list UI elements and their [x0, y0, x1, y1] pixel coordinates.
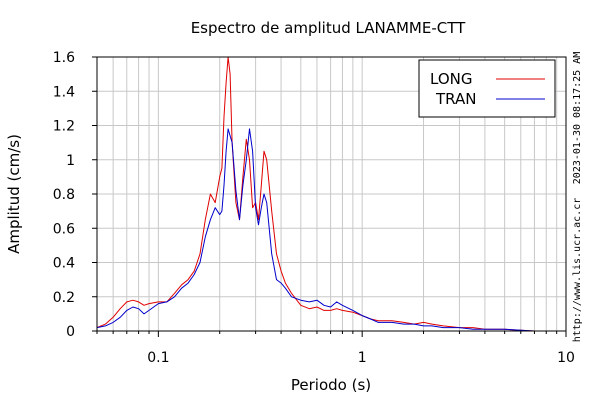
x-tick-label: 0.1 — [147, 350, 169, 366]
grid-lines — [96, 56, 567, 332]
y-tick-label: 0 — [66, 324, 75, 340]
y-tick-label: 1.4 — [53, 84, 75, 100]
y-tick-label: 0.8 — [53, 187, 75, 203]
legend-label-long: LONG — [430, 70, 472, 88]
legend: LONG TRAN — [418, 59, 556, 118]
y-tick-label: 1.2 — [53, 119, 75, 135]
legend-box — [418, 59, 556, 118]
y-tick-label: 1.6 — [53, 50, 75, 66]
y-tick-label: 0.2 — [53, 290, 75, 306]
x-axis-label: Periodo (s) — [291, 376, 371, 394]
series-line-tran — [96, 128, 566, 332]
x-tick-label: 1 — [358, 350, 367, 366]
source-url-label: http://www.lis.ucr.ac.cr — [572, 198, 583, 343]
chart-title: Espectro de amplitud LANAMME-CTT — [191, 19, 466, 37]
legend-label-tran: TRAN — [435, 90, 476, 108]
y-tick-label: 0.4 — [53, 256, 75, 272]
axis-ticks: 0 0.2 0.4 0.6 0.8 1 1.2 1.4 1.6 0.1 1 10 — [53, 50, 575, 366]
series-layer — [96, 56, 566, 332]
timestamp-label: 2023-01-30 08:17:25 AM — [572, 52, 583, 184]
x-tick-label: 10 — [557, 350, 575, 366]
y-axis-label: Amplitud (cm/s) — [5, 134, 23, 254]
plot-frame — [96, 56, 567, 332]
y-tick-label: 1 — [66, 153, 75, 169]
y-tick-label: 0.6 — [53, 221, 75, 237]
